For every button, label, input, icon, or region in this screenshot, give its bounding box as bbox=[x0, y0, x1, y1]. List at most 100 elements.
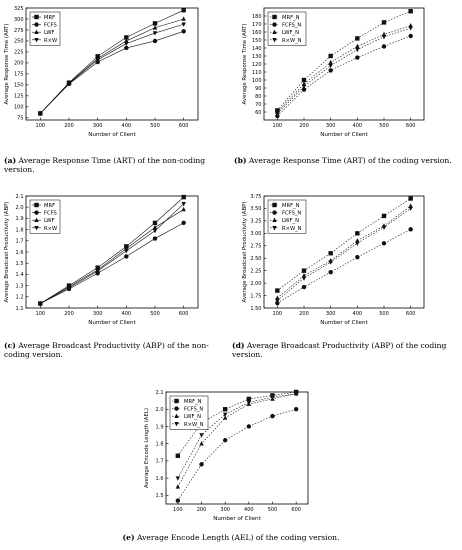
series-line bbox=[40, 222, 184, 304]
x-tick-label: 400 bbox=[122, 123, 132, 129]
x-tick-label: 500 bbox=[150, 123, 160, 129]
series-line bbox=[277, 35, 411, 117]
legend-label: LWF_N bbox=[282, 218, 299, 224]
legend-marker bbox=[34, 14, 39, 20]
y-tick-label: 2.0 bbox=[156, 407, 164, 413]
data-point bbox=[301, 268, 307, 273]
legend-label: FCFS bbox=[44, 23, 57, 29]
legend-label: MRF_N bbox=[282, 15, 300, 21]
series-circle bbox=[175, 407, 299, 503]
series-square bbox=[38, 194, 186, 306]
y-tick-label: 150 bbox=[14, 83, 24, 89]
data-point bbox=[355, 36, 360, 41]
data-point bbox=[181, 202, 186, 207]
caption-e: (e) Average Encode Length (AEL) of the c… bbox=[0, 533, 462, 542]
x-tick-label: 100 bbox=[36, 311, 46, 317]
series-triangle-up bbox=[38, 16, 186, 116]
data-point bbox=[175, 498, 181, 503]
y-tick-label: 1.75 bbox=[250, 293, 261, 299]
data-point bbox=[408, 227, 413, 232]
x-tick-label: 500 bbox=[379, 123, 389, 129]
legend-marker bbox=[174, 406, 179, 411]
legend-label: LWF_N bbox=[184, 414, 201, 420]
data-point bbox=[222, 415, 228, 420]
y-tick-label: 130 bbox=[252, 54, 262, 60]
x-tick-label: 200 bbox=[64, 311, 74, 317]
series-line bbox=[277, 208, 411, 301]
data-point bbox=[246, 424, 252, 429]
data-point bbox=[181, 7, 186, 13]
x-tick-label: 100 bbox=[273, 311, 283, 317]
caption-c-label: (c) bbox=[4, 341, 16, 350]
y-tick-label: 1.6 bbox=[16, 250, 24, 256]
data-point bbox=[222, 412, 228, 417]
caption-b: (b) Average Response Time (ART) of the c… bbox=[234, 156, 462, 165]
legend-marker bbox=[272, 38, 277, 43]
x-axis-label: Number of Client bbox=[213, 516, 261, 522]
data-point bbox=[270, 395, 275, 400]
data-point bbox=[301, 87, 307, 92]
series-square bbox=[38, 7, 186, 116]
data-point bbox=[381, 225, 387, 230]
x-axis-label: Number of Client bbox=[88, 320, 136, 326]
series-line bbox=[277, 27, 411, 114]
legend-marker bbox=[34, 22, 39, 27]
series-line bbox=[40, 196, 184, 304]
series-line bbox=[40, 203, 184, 304]
y-tick-label: 2.1 bbox=[16, 194, 24, 200]
data-point bbox=[175, 484, 181, 489]
legend-label: FCFS_N bbox=[184, 407, 203, 413]
data-point bbox=[222, 407, 228, 412]
y-tick-label: 1.8 bbox=[16, 227, 24, 233]
x-tick-label: 200 bbox=[197, 507, 207, 513]
y-tick-label: 1.7 bbox=[156, 459, 164, 465]
series-triangle-down bbox=[275, 206, 413, 304]
legend-marker bbox=[272, 22, 277, 27]
data-point bbox=[152, 25, 158, 30]
x-tick-label: 400 bbox=[353, 311, 363, 317]
data-point bbox=[301, 77, 307, 83]
data-point bbox=[270, 413, 275, 419]
data-point bbox=[152, 21, 158, 26]
y-tick-label: 3.75 bbox=[250, 194, 261, 200]
legend-marker bbox=[272, 210, 277, 215]
legend-label: R×W_N bbox=[184, 422, 204, 428]
data-point bbox=[38, 301, 43, 307]
y-tick-label: 120 bbox=[252, 62, 262, 68]
y-tick-label: 2.1 bbox=[156, 390, 164, 396]
data-point bbox=[301, 284, 307, 290]
data-point bbox=[181, 16, 186, 21]
data-point bbox=[181, 22, 186, 27]
data-point bbox=[381, 213, 387, 219]
x-tick-label: 600 bbox=[291, 507, 301, 513]
data-point bbox=[152, 224, 158, 230]
data-point bbox=[275, 288, 280, 293]
caption-e-text: Average Encode Length (AEL) of the codin… bbox=[136, 533, 340, 542]
legend-label: LWF bbox=[44, 218, 55, 224]
y-tick-label: 150 bbox=[252, 38, 262, 44]
data-point bbox=[199, 441, 204, 446]
y-tick-label: 90 bbox=[255, 86, 261, 92]
legend-marker bbox=[34, 29, 39, 34]
y-tick-label: 1.7 bbox=[16, 239, 24, 245]
y-tick-label: 2.0 bbox=[16, 205, 24, 211]
chart-c: 1.1 1.2 1.3 1.4 1.5 1.6 1.7 1.8 1.9 2.0 2.1 100 200 3… bbox=[4, 194, 199, 326]
x-tick-label: 100 bbox=[36, 123, 46, 129]
x-axis-label: Number of Client bbox=[320, 132, 368, 138]
series-triangle-down bbox=[38, 202, 186, 307]
x-tick-label: 300 bbox=[326, 123, 336, 129]
y-tick-label: 1.9 bbox=[16, 216, 24, 222]
series-line bbox=[40, 30, 184, 114]
legend-marker bbox=[34, 210, 39, 215]
y-tick-label: 1.6 bbox=[156, 476, 164, 482]
x-tick-label: 600 bbox=[406, 311, 416, 317]
x-tick-label: 300 bbox=[326, 311, 336, 317]
legend-label: R×W_N bbox=[282, 226, 302, 232]
data-point bbox=[328, 68, 333, 73]
data-point bbox=[328, 63, 333, 69]
x-axis-label: Number of Client bbox=[88, 132, 136, 138]
caption-d: (d) Average Broadcast Productivity (ABP)… bbox=[232, 341, 460, 359]
data-point bbox=[199, 462, 204, 467]
legend-marker bbox=[34, 217, 39, 222]
